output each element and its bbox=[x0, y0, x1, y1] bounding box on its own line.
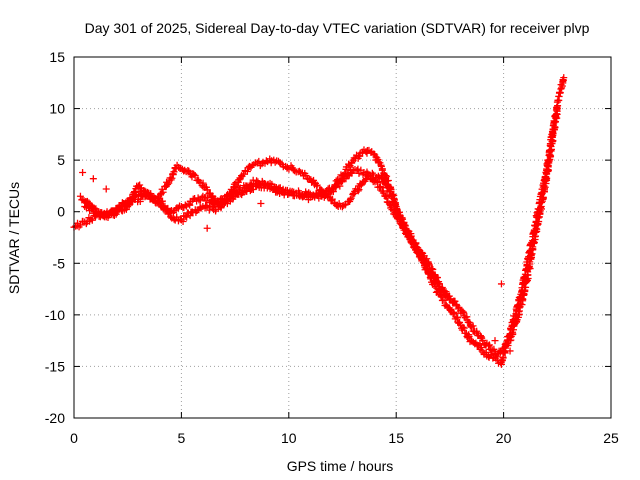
data-point-outlier bbox=[492, 337, 499, 344]
x-tick-label: 20 bbox=[496, 430, 512, 446]
x-tick-label: 10 bbox=[281, 430, 297, 446]
sdtvar-chart: Day 301 of 2025, Sidereal Day-to-day VTE… bbox=[0, 0, 640, 480]
x-axis-label: GPS time / hours bbox=[287, 458, 394, 474]
data-point-outlier bbox=[90, 175, 97, 182]
y-tick-label: -20 bbox=[45, 410, 65, 426]
data-point-outlier bbox=[204, 225, 211, 232]
plot-frame bbox=[74, 57, 611, 418]
data-points bbox=[71, 74, 568, 368]
x-tick-label: 0 bbox=[70, 430, 78, 446]
data-point-outlier bbox=[103, 186, 110, 193]
y-tick-label: -5 bbox=[53, 255, 66, 271]
data-point-interp bbox=[555, 93, 562, 100]
data-point-interp bbox=[559, 78, 566, 85]
x-tick-label: 5 bbox=[178, 430, 186, 446]
y-tick-label: -10 bbox=[45, 307, 65, 323]
y-tick-label: 15 bbox=[49, 49, 65, 65]
y-tick-label: 5 bbox=[57, 152, 65, 168]
data-point-outlier bbox=[79, 169, 86, 176]
y-tick-label: 0 bbox=[57, 204, 65, 220]
y-tick-label: -15 bbox=[45, 358, 65, 374]
grid-lines bbox=[74, 57, 611, 418]
x-tick-label: 15 bbox=[388, 430, 404, 446]
chart-title: Day 301 of 2025, Sidereal Day-to-day VTE… bbox=[85, 20, 590, 36]
y-tick-label: 10 bbox=[49, 101, 65, 117]
y-axis-label: SDTVAR / TECUs bbox=[6, 182, 22, 294]
x-tick-label: 25 bbox=[603, 430, 619, 446]
data-point-outlier bbox=[257, 200, 264, 207]
